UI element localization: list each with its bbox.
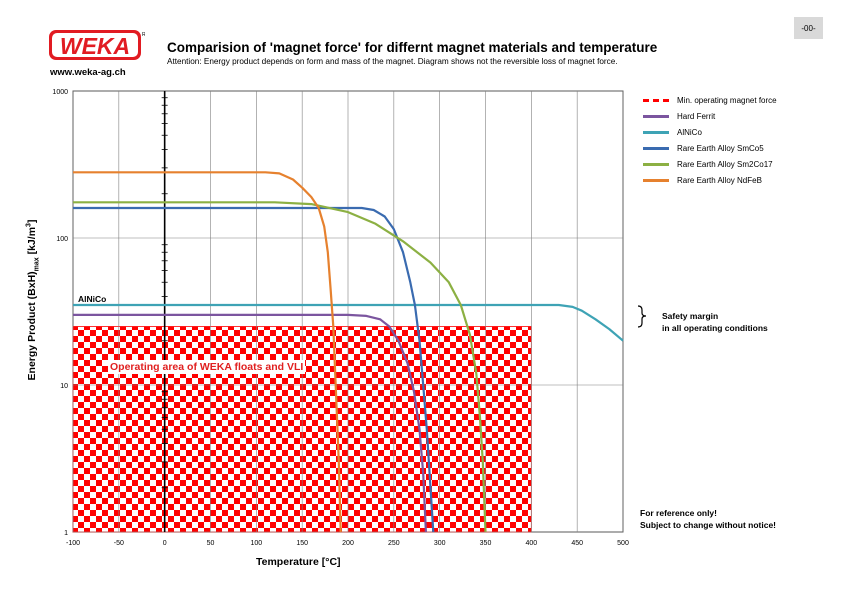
website-url: www.weka-ag.ch	[50, 67, 126, 78]
x-tick-label: 500	[617, 540, 629, 547]
x-tick-label: 100	[250, 540, 262, 547]
y-tick-label: 1	[64, 530, 68, 537]
legend-label: Rare Earth Alloy NdFeB	[677, 175, 762, 185]
x-tick-label: 300	[434, 540, 446, 547]
legend-item-sm2co17: Rare Earth Alloy Sm2Co17	[643, 156, 777, 172]
x-tick-label: 400	[525, 540, 537, 547]
x-tick-label: 50	[207, 540, 215, 547]
x-tick-label: 0	[163, 540, 167, 547]
legend-swatch	[643, 98, 669, 102]
page-number: -00-	[794, 17, 823, 39]
legend-item-min_force: Min. operating magnet force	[643, 92, 777, 108]
legend-swatch	[643, 146, 669, 150]
safety-margin-line2: in all operating conditions	[662, 323, 768, 333]
legend-swatch	[643, 162, 669, 166]
legend-item-ndfeb: Rare Earth Alloy NdFeB	[643, 172, 777, 188]
operating-area-label: Operating area of WEKA floats and VLI	[108, 360, 306, 374]
legend-label: Rare Earth Alloy SmCo5	[677, 143, 764, 153]
series-line-smco5	[73, 206, 435, 533]
x-tick-label: 150	[296, 540, 308, 547]
legend-swatch	[643, 114, 669, 118]
page-subtitle: Attention: Energy product depends on for…	[167, 57, 618, 66]
reference-line1: For reference only!	[640, 508, 717, 518]
y-tick-label: 1000	[52, 89, 68, 96]
safety-margin-note: Safety margin in all operating condition…	[662, 310, 768, 334]
legend: Min. operating magnet force Hard Ferrit Al…	[643, 92, 777, 188]
series-line-ndfeb	[73, 171, 342, 533]
legend-label: Rare Earth Alloy Sm2Co17	[677, 159, 773, 169]
legend-label: Min. operating magnet force	[677, 95, 777, 105]
registered-mark: R	[142, 32, 145, 38]
legend-label: AlNiCo	[677, 127, 702, 137]
series-line-hard_ferrit	[73, 313, 427, 533]
weka-logo: WEKA R	[49, 30, 145, 60]
y-tick-label: 10	[60, 383, 68, 390]
logo-text: WEKA	[60, 33, 130, 59]
x-tick-label: -100	[66, 540, 80, 547]
alnico-annotation: AlNiCo	[78, 294, 107, 304]
x-tick-label: 450	[571, 540, 583, 547]
series-layer	[73, 171, 624, 533]
legend-item-smco5: Rare Earth Alloy SmCo5	[643, 140, 777, 156]
y-axis-label: Energy Product (BxH)max [kJ/m3]	[25, 219, 41, 381]
y-tick-label: 100	[56, 236, 68, 243]
legend-swatch	[643, 178, 669, 182]
x-tick-label: -50	[114, 540, 124, 547]
safety-margin-line1: Safety margin	[662, 311, 719, 321]
x-tick-label: 200	[342, 540, 354, 547]
legend-item-alnico: AlNiCo	[643, 124, 777, 140]
safety-margin-brace	[637, 305, 647, 328]
series-line-alnico	[73, 303, 624, 342]
page-title: Comparision of 'magnet force' for differ…	[167, 40, 658, 55]
x-axis-label: Temperature [°C]	[256, 556, 341, 568]
legend-swatch	[643, 130, 669, 134]
tick-labels: -100 -50 0 50 100 150 200 250 300 350 400 450 500 1 10…	[52, 89, 629, 547]
legend-label: Hard Ferrit	[677, 111, 716, 121]
brace-shape	[637, 305, 647, 328]
legend-item-hard_ferrit: Hard Ferrit	[643, 108, 777, 124]
x-tick-label: 350	[480, 540, 492, 547]
x-tick-label: 250	[388, 540, 400, 547]
reference-note: For reference only! Subject to change wi…	[640, 507, 776, 531]
reference-line2: Subject to change without notice!	[640, 520, 776, 530]
